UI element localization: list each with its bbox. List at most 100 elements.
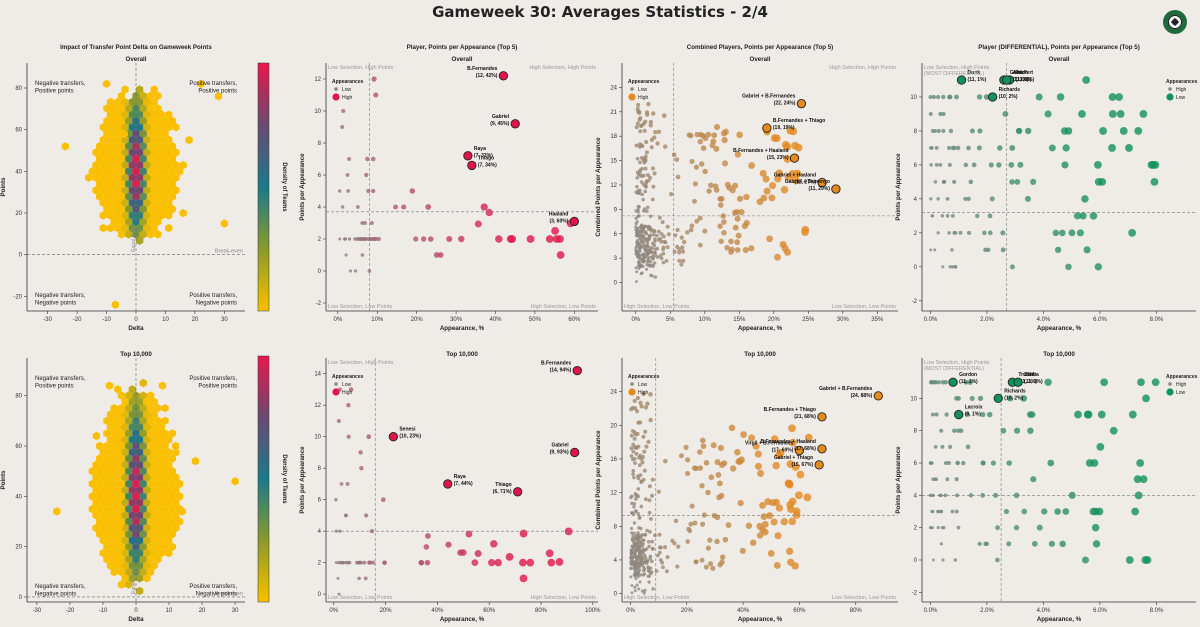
highlight-label: Richards (999, 87, 1021, 93)
data-point (635, 176, 639, 180)
hexbin-cell (121, 173, 129, 182)
data-point (633, 554, 637, 558)
data-point (966, 145, 971, 151)
hexbin-cell (121, 536, 129, 545)
hexbin-outlier (197, 79, 205, 88)
highlight-point (817, 177, 827, 188)
y-tick-label: 0 (914, 558, 918, 564)
hexbin-cell (99, 211, 107, 220)
hexbin-cell (128, 523, 136, 533)
y-tick-label: 20 (15, 545, 22, 551)
hexbin-layer (53, 378, 239, 596)
data-point (657, 532, 662, 537)
data-point (661, 245, 666, 250)
data-point (641, 264, 645, 269)
data-point (980, 460, 986, 466)
data-point (754, 462, 762, 470)
data-point (1136, 459, 1145, 467)
data-point (336, 576, 340, 580)
data-point (347, 157, 352, 161)
data-point (929, 197, 933, 201)
hexbin-cell (143, 397, 151, 407)
hexbin-cell (154, 542, 162, 551)
data-point (762, 175, 770, 183)
y-tick-label: 4 (318, 529, 322, 535)
data-point (702, 135, 709, 142)
data-point (641, 258, 645, 262)
data-point (743, 193, 750, 201)
y-tick-label: 20 (15, 211, 22, 217)
data-point (641, 391, 646, 397)
hexbin-cell (150, 211, 158, 220)
hexbin-cell (154, 429, 162, 438)
data-point (1100, 378, 1109, 387)
data-point (643, 532, 648, 537)
hexbin-cell (168, 504, 176, 514)
data-point (347, 560, 352, 565)
data-point (1007, 395, 1014, 402)
data-point (1115, 93, 1123, 101)
hexbin-cell (125, 454, 133, 463)
data-point (1013, 492, 1020, 499)
data-point (629, 566, 633, 570)
hexbin-cell (176, 517, 184, 526)
x-tick-label: 6.0% (1093, 317, 1107, 323)
hexbin-cell (165, 135, 173, 145)
data-point (1089, 212, 1098, 220)
data-point (641, 233, 645, 238)
hexbin-cell (121, 410, 129, 419)
hexbin-cell (168, 167, 176, 176)
data-point (1134, 127, 1143, 135)
data-point (1142, 394, 1150, 403)
hexbin-cell (143, 523, 151, 533)
data-point (648, 392, 653, 397)
data-point (401, 204, 407, 210)
data-point (718, 461, 725, 469)
hexbin-cell (110, 217, 118, 226)
hexbin-cell (128, 448, 136, 457)
data-point (644, 140, 649, 145)
data-point (409, 188, 415, 194)
data-point (648, 247, 653, 251)
x-tick-label: 10 (162, 317, 169, 323)
hexbin-cell (146, 154, 155, 163)
data-point (942, 525, 946, 530)
data-point (647, 580, 651, 584)
hexbin-cell (125, 441, 133, 451)
data-point (638, 129, 643, 134)
x-tick-label: 30 (232, 608, 239, 614)
y-tick-label: 6 (318, 173, 322, 179)
hexbin-cell (139, 454, 147, 463)
data-point (724, 181, 731, 188)
data-point (721, 219, 727, 225)
points-layer (928, 378, 1160, 564)
chart-title: Impact of Transfer Point Delta on Gamewe… (60, 44, 212, 51)
y-tick-label: 12 (610, 491, 617, 497)
hexbin-cell (172, 148, 180, 157)
data-point (713, 145, 720, 152)
highlight-label: (9, 1%) (965, 412, 981, 418)
data-point (930, 129, 935, 133)
x-tick-label: -30 (43, 317, 52, 323)
hexbin-cell (146, 179, 155, 189)
data-point (1009, 179, 1015, 185)
hexbin-cell (125, 567, 133, 577)
corner-label: Positive points (35, 384, 74, 390)
hexbin-cell (114, 186, 122, 195)
data-point (929, 146, 934, 150)
data-point (987, 230, 993, 236)
data-point (677, 258, 682, 263)
hexbin-outlier (92, 431, 100, 441)
data-point (748, 434, 756, 442)
data-point (643, 247, 647, 251)
hexbin-cell (99, 186, 107, 195)
data-point (640, 230, 644, 234)
data-point (638, 400, 643, 405)
data-point (657, 229, 661, 234)
hexbin-outlier (158, 381, 167, 390)
hexbin-cell (132, 192, 140, 201)
data-point (1109, 426, 1118, 435)
data-point (936, 197, 940, 201)
hexbin-cell (154, 555, 162, 564)
data-point (1137, 378, 1145, 387)
